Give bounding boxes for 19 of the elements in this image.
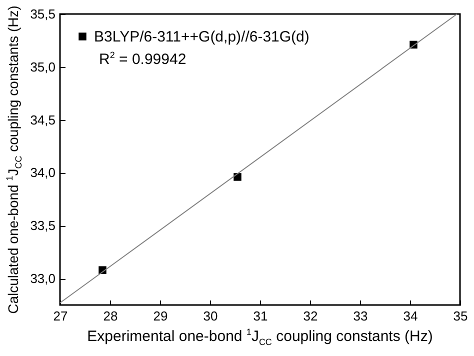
x-tick-label: 35 bbox=[453, 308, 468, 324]
y-tick-label: 35,5 bbox=[30, 6, 56, 22]
x-tick-label: 30 bbox=[203, 308, 218, 324]
x-tick-label: 31 bbox=[253, 308, 268, 324]
y-tick-label: 33,0 bbox=[30, 271, 56, 286]
y-tick-label: 35,0 bbox=[30, 59, 56, 74]
y-tick-label: 34,0 bbox=[30, 165, 56, 180]
x-axis-title: Experimental one-bond $^{1}$J$_{CC}$ coupling constants (Hz) bbox=[86, 327, 434, 347]
x-tick-label: 33 bbox=[353, 308, 368, 324]
annotation: R$^{2}$ = 0.99942 bbox=[99, 50, 186, 68]
y-tick-label: 34,5 bbox=[30, 112, 56, 128]
x-tick-label: 28 bbox=[103, 308, 118, 324]
x-tick-label: 27 bbox=[53, 308, 68, 324]
x-tick-label: 32 bbox=[303, 308, 318, 324]
legend-label: B3LYP/6-311++G(d,p)//6-31G(d) bbox=[94, 28, 310, 46]
x-tick-label: 29 bbox=[153, 308, 168, 324]
y-tick-label: 33,5 bbox=[30, 218, 56, 234]
point bbox=[234, 173, 242, 181]
x-tick-label: 34 bbox=[403, 308, 418, 324]
